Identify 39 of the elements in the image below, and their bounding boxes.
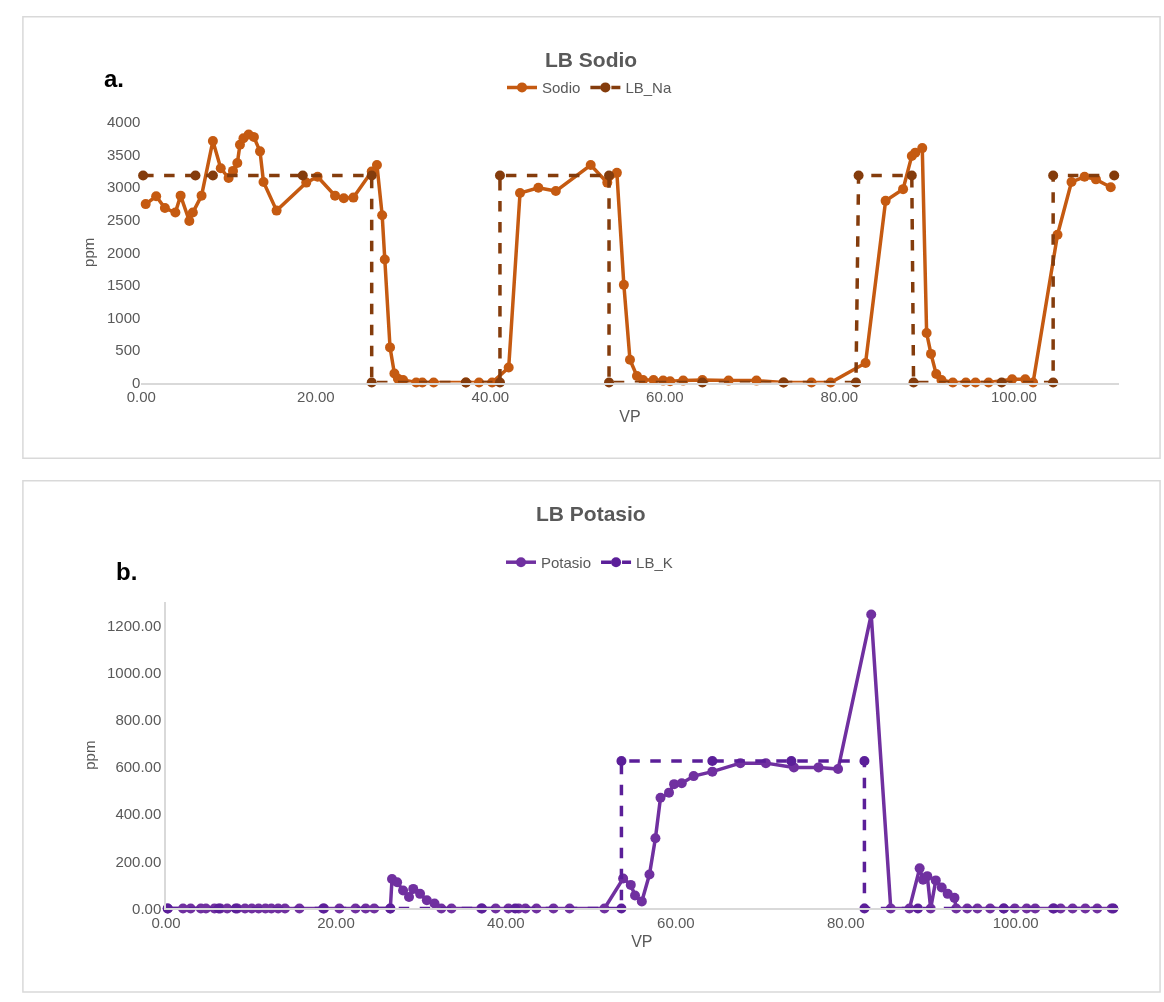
- y-tick-label: 500: [115, 341, 141, 359]
- chart-title: LB Potasio: [536, 502, 646, 525]
- x-tick-label: 80.00: [820, 388, 859, 406]
- text: a.: [104, 65, 125, 92]
- y-axis-title: ppm: [80, 740, 98, 770]
- x-tick-label: 60.00: [657, 914, 695, 932]
- chart-title: LB Sodio: [545, 48, 638, 71]
- y-tick-label: 3500: [106, 145, 141, 163]
- y-tick-label: 600.00: [115, 758, 162, 776]
- y-tick-label: 2000: [106, 243, 141, 261]
- x-tick-label: 60.00: [646, 388, 684, 406]
- y-tick-label: 800.00: [115, 710, 162, 728]
- x-tick-label: 20.00: [317, 914, 355, 932]
- y-axis-title: ppm: [80, 237, 98, 267]
- y-tick-label: 0.00: [132, 899, 162, 917]
- x-tick-label: 100.00: [992, 914, 1039, 932]
- x-tick-label: 80.00: [826, 914, 865, 932]
- legend-label: LB_K: [636, 554, 673, 572]
- y-tick-label: 1000.00: [107, 663, 162, 681]
- y-tick-label: 2500: [106, 210, 141, 228]
- x-tick-label: 40.00: [471, 388, 510, 406]
- legend-label: Potasio: [541, 554, 592, 572]
- y-tick-label: 3000: [106, 178, 141, 196]
- y-tick-label: 200.00: [115, 852, 162, 870]
- x-axis-title: VP: [631, 933, 653, 951]
- x-tick-label: 40.00: [487, 914, 525, 932]
- x-tick-label: 20.00: [297, 388, 335, 406]
- y-tick-label: 4000: [106, 113, 141, 131]
- x-tick-label: 100.00: [990, 388, 1037, 406]
- y-tick-label: 0: [132, 373, 141, 391]
- y-tick-label: 1000: [106, 308, 141, 326]
- x-tick-label: 0.00: [151, 914, 181, 932]
- x-axis-title: VP: [619, 407, 641, 425]
- legend-label: Sodio: [542, 79, 581, 97]
- legend-label: LB_Na: [625, 79, 672, 97]
- text: b.: [116, 558, 138, 585]
- y-tick-label: 1500: [106, 276, 141, 294]
- y-tick-label: 1200.00: [107, 616, 162, 634]
- y-tick-label: 400.00: [115, 805, 162, 823]
